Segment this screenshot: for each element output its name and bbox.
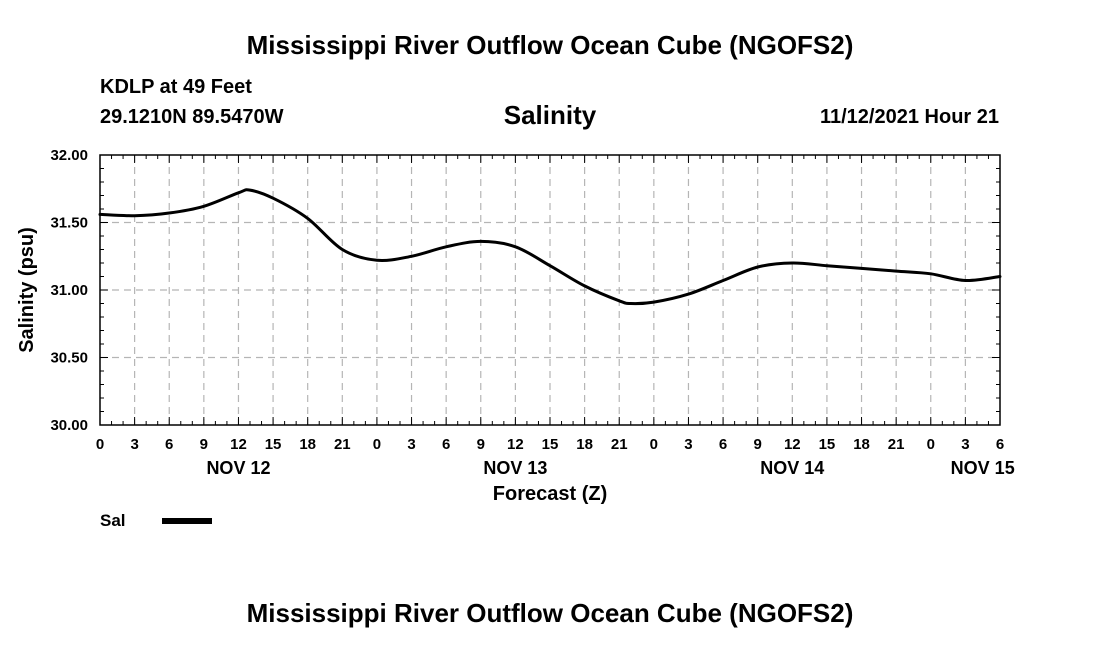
x-tick-label: 6 (996, 436, 1004, 453)
x-tick-label: 3 (684, 436, 692, 453)
footer-title: Mississippi River Outflow Ocean Cube (NG… (246, 598, 854, 628)
x-tick-label: 15 (542, 436, 559, 453)
day-label: NOV 15 (951, 458, 1015, 478)
legend: Sal (100, 511, 212, 530)
x-tick-label: 12 (230, 436, 247, 453)
x-tick-label: 0 (373, 436, 381, 453)
x-tick-label: 3 (961, 436, 969, 453)
day-label: NOV 12 (206, 458, 270, 478)
x-tick-label: 3 (407, 436, 415, 453)
axis-ticks (99, 154, 1001, 426)
chart-subtitle: Salinity (503, 100, 597, 130)
x-tick-label: 12 (784, 436, 801, 453)
station-coordinates: 29.1210N 89.5470W (100, 106, 284, 128)
x-tick-label: 18 (299, 436, 316, 453)
forecast-run-time: 11/12/2021 Hour 21 (819, 106, 999, 128)
legend-label-sal: Sal (100, 511, 126, 530)
x-tick-label: 6 (719, 436, 727, 453)
station-label: KDLP at 49 Feet (100, 76, 252, 98)
y-tick-label: 30.50 (50, 350, 88, 367)
x-tick-label: 18 (853, 436, 870, 453)
y-tick-label: 31.50 (50, 215, 88, 232)
y-tick-label: 31.00 (50, 282, 88, 299)
day-label: NOV 14 (760, 458, 824, 478)
y-tick-label: 30.00 (50, 417, 88, 434)
x-tick-label: 21 (334, 436, 351, 453)
x-tick-label: 12 (507, 436, 524, 453)
x-tick-label: 6 (165, 436, 173, 453)
axis-tick-labels: 0 3 6 9 12 15 18 21 0 3 6 9 12 15 18 21 0 3 6 9 12 15 18 21 0 3 6 N… (50, 147, 1014, 478)
x-tick-label: 0 (927, 436, 935, 453)
day-label: NOV 13 (483, 458, 547, 478)
x-tick-label: 6 (442, 436, 450, 453)
x-tick-label: 15 (819, 436, 836, 453)
x-tick-label: 0 (96, 436, 104, 453)
y-axis-label: Salinity (psu) (16, 227, 38, 353)
x-tick-label: 21 (611, 436, 628, 453)
y-tick-label: 32.00 (50, 147, 88, 164)
x-tick-label: 15 (265, 436, 282, 453)
x-tick-label: 9 (754, 436, 762, 453)
x-axis-label: Forecast (Z) (493, 483, 607, 505)
chart-title: Mississippi River Outflow Ocean Cube (NG… (246, 30, 854, 60)
x-tick-label: 3 (130, 436, 138, 453)
x-tick-label: 0 (650, 436, 658, 453)
grid-lines (100, 155, 1000, 425)
series-line-sal (98, 188, 1002, 306)
x-tick-label: 9 (200, 436, 208, 453)
x-tick-label: 21 (888, 436, 905, 453)
x-tick-label: 9 (477, 436, 485, 453)
x-tick-label: 18 (576, 436, 593, 453)
